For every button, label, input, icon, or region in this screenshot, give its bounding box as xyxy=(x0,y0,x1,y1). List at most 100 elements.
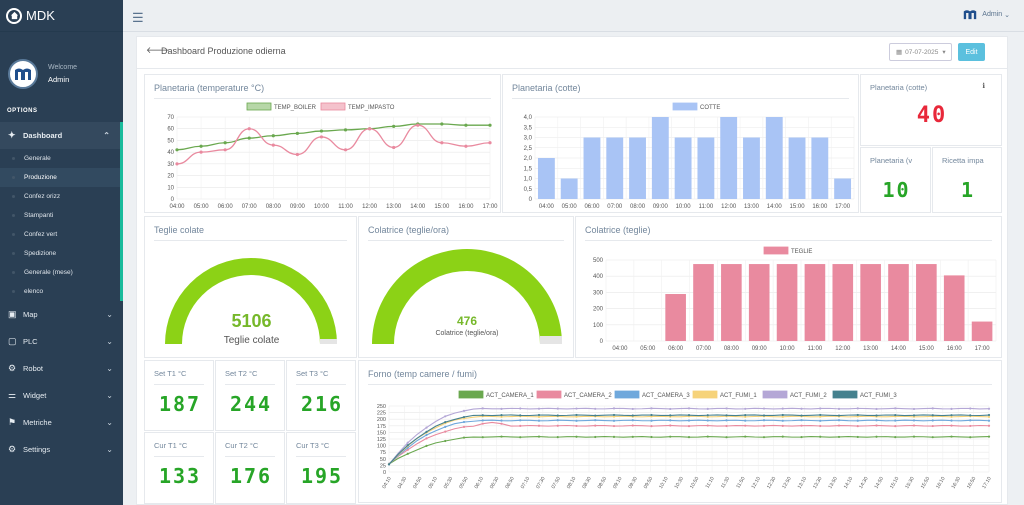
data-point[interactable] xyxy=(392,124,396,128)
data-point[interactable] xyxy=(519,414,522,417)
data-point[interactable] xyxy=(631,407,634,411)
data-point[interactable] xyxy=(856,413,859,417)
legend-swatch[interactable] xyxy=(320,102,346,111)
bar[interactable] xyxy=(583,137,601,200)
data-point[interactable] xyxy=(406,452,409,455)
data-point[interactable] xyxy=(706,407,709,411)
legend-swatch[interactable] xyxy=(458,390,484,399)
bar[interactable] xyxy=(788,137,806,200)
data-point[interactable] xyxy=(819,424,822,428)
bar[interactable] xyxy=(971,321,993,341)
data-point[interactable] xyxy=(295,131,299,135)
data-point[interactable] xyxy=(650,435,653,439)
data-point[interactable] xyxy=(271,134,275,138)
data-point[interactable] xyxy=(425,444,428,447)
data-point[interactable] xyxy=(762,419,766,422)
data-point[interactable] xyxy=(950,407,953,410)
data-point[interactable] xyxy=(931,407,934,410)
data-point[interactable] xyxy=(612,424,616,428)
data-point[interactable] xyxy=(706,415,709,418)
bar[interactable] xyxy=(765,117,783,199)
sidebar-subitem-confez-orizz[interactable]: Confez orizz xyxy=(0,187,120,206)
data-point[interactable] xyxy=(687,414,691,417)
data-point[interactable] xyxy=(387,463,391,466)
data-point[interactable] xyxy=(612,413,616,417)
data-point[interactable] xyxy=(800,424,803,427)
legend-swatch[interactable] xyxy=(763,246,789,255)
bar[interactable] xyxy=(860,264,881,341)
legend-label[interactable]: TEMP_BOILER xyxy=(274,105,317,111)
data-point[interactable] xyxy=(969,436,972,439)
info-icon[interactable]: ℹ xyxy=(982,83,985,90)
data-point[interactable] xyxy=(575,415,578,418)
data-point[interactable] xyxy=(762,414,766,417)
data-point[interactable] xyxy=(950,415,953,418)
data-point[interactable] xyxy=(500,435,503,438)
data-point[interactable] xyxy=(856,407,859,410)
bar[interactable] xyxy=(697,137,715,200)
data-point[interactable] xyxy=(488,141,492,145)
data-point[interactable] xyxy=(875,407,878,411)
sidebar-subitem-stampanti[interactable]: Stampanti xyxy=(0,206,120,225)
data-point[interactable] xyxy=(875,424,878,427)
data-point[interactable] xyxy=(912,435,916,438)
data-point[interactable] xyxy=(406,441,409,444)
user-menu[interactable]: Admin ⌄ xyxy=(963,9,1010,20)
data-point[interactable] xyxy=(175,162,179,166)
data-point[interactable] xyxy=(175,148,179,152)
data-point[interactable] xyxy=(481,419,484,422)
data-point[interactable] xyxy=(837,414,841,417)
legend-label[interactable]: COTTE xyxy=(700,105,720,111)
data-point[interactable] xyxy=(950,435,953,438)
data-point[interactable] xyxy=(987,413,991,417)
data-point[interactable] xyxy=(462,409,466,412)
data-point[interactable] xyxy=(762,436,766,439)
data-point[interactable] xyxy=(612,419,616,422)
legend-swatch[interactable] xyxy=(672,102,698,111)
data-point[interactable] xyxy=(247,136,251,140)
data-point[interactable] xyxy=(444,425,447,428)
data-point[interactable] xyxy=(650,419,653,422)
data-point[interactable] xyxy=(837,424,841,427)
data-point[interactable] xyxy=(762,424,766,427)
data-point[interactable] xyxy=(500,414,503,417)
data-point[interactable] xyxy=(556,419,559,422)
data-point[interactable] xyxy=(987,424,991,427)
data-point[interactable] xyxy=(819,419,822,422)
data-point[interactable] xyxy=(894,419,897,422)
sidebar-item-plc[interactable]: ▢ PLC ⌄ xyxy=(0,328,123,355)
data-point[interactable] xyxy=(744,413,747,417)
data-point[interactable] xyxy=(931,436,934,439)
bar[interactable] xyxy=(811,137,829,200)
data-point[interactable] xyxy=(969,419,972,422)
data-point[interactable] xyxy=(744,415,747,418)
data-point[interactable] xyxy=(669,424,672,427)
data-point[interactable] xyxy=(537,415,541,418)
data-point[interactable] xyxy=(464,123,468,127)
data-point[interactable] xyxy=(594,414,597,417)
data-point[interactable] xyxy=(612,435,616,438)
data-point[interactable] xyxy=(575,424,578,428)
data-point[interactable] xyxy=(444,421,447,424)
data-point[interactable] xyxy=(537,413,541,417)
data-point[interactable] xyxy=(781,413,784,417)
data-point[interactable] xyxy=(856,419,859,422)
bar[interactable] xyxy=(804,264,826,341)
data-point[interactable] xyxy=(819,413,822,417)
sidebar-item-robot[interactable]: ⚙ Robot ⌄ xyxy=(0,355,123,382)
data-point[interactable] xyxy=(416,123,420,127)
data-point[interactable] xyxy=(987,407,991,410)
date-picker[interactable]: ▦ 07-07-2025 ▾ xyxy=(889,43,952,61)
bar[interactable] xyxy=(834,178,852,200)
bar[interactable] xyxy=(560,178,578,200)
data-point[interactable] xyxy=(706,419,709,422)
legend-label[interactable]: TEMP_IMPASTO xyxy=(348,105,395,111)
data-point[interactable] xyxy=(987,435,991,438)
data-point[interactable] xyxy=(669,435,672,438)
data-point[interactable] xyxy=(837,419,841,422)
bar[interactable] xyxy=(888,264,909,341)
data-point[interactable] xyxy=(950,419,953,422)
data-point[interactable] xyxy=(199,144,203,148)
brand[interactable]: MDK xyxy=(0,0,123,32)
legend-label[interactable]: ACT_FUMI_3 xyxy=(860,393,897,399)
